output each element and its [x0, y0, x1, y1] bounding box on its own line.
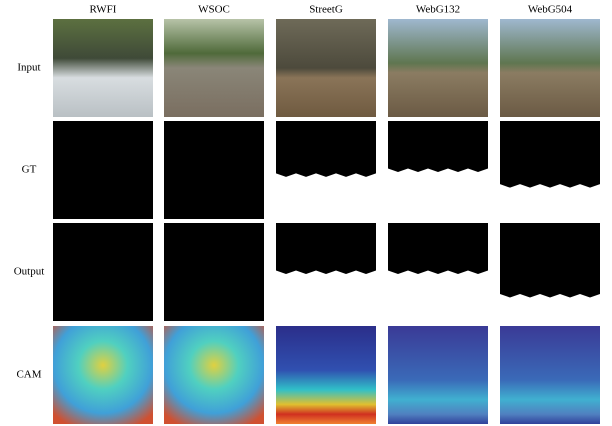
image-grid — [53, 19, 600, 424]
cam-image — [164, 326, 264, 424]
gt-mask — [388, 121, 488, 172]
row-label: Output — [14, 266, 45, 278]
cam-image — [388, 326, 488, 424]
gt-mask — [164, 121, 264, 219]
gt-mask — [276, 121, 376, 177]
output-mask — [53, 223, 153, 321]
row-label: GT — [22, 164, 37, 176]
input-image — [53, 19, 153, 117]
input-image — [500, 19, 600, 117]
row-label: Input — [17, 62, 40, 74]
cam-image — [53, 326, 153, 424]
output-mask — [500, 223, 600, 298]
input-image — [388, 19, 488, 117]
input-image — [164, 19, 264, 117]
cam-image — [500, 326, 600, 424]
output-mask — [164, 223, 264, 321]
column-header: RWFI — [90, 4, 117, 16]
row-label: CAM — [16, 369, 41, 381]
column-header: WebG504 — [528, 4, 573, 16]
output-mask — [388, 223, 488, 274]
cam-image — [276, 326, 376, 424]
input-image — [276, 19, 376, 117]
column-header: StreetG — [309, 4, 343, 16]
column-header: WSOC — [198, 4, 230, 16]
gt-mask — [500, 121, 600, 188]
output-mask — [276, 223, 376, 274]
column-header: WebG132 — [416, 4, 460, 16]
gt-mask — [53, 121, 153, 219]
